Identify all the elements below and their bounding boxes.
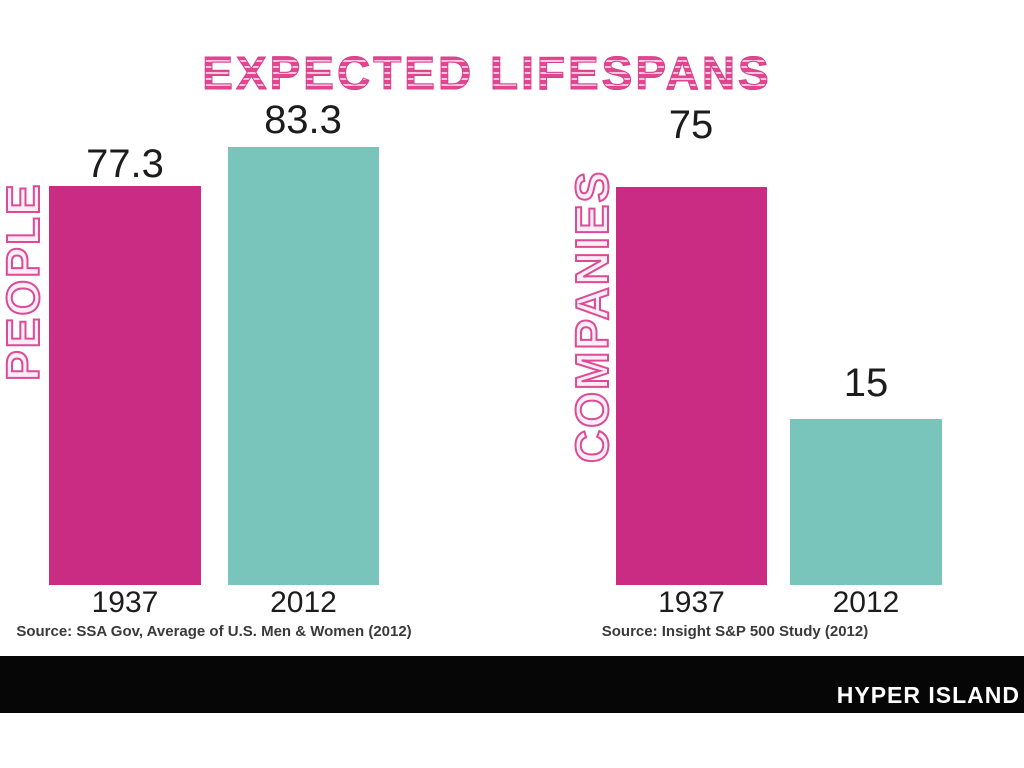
companies-2012-tick: 2012 xyxy=(832,586,900,619)
companies-source: Source: Insight S&P 500 Study (2012) xyxy=(601,623,869,640)
companies-axis-label: COMPANIES xyxy=(565,168,619,463)
companies-2012-value: 15 xyxy=(843,361,889,405)
brand-logo: HYPER ISLAND xyxy=(836,682,1020,708)
slide-title: EXPECTED LIFESPANS xyxy=(202,47,772,100)
people-2012-bar xyxy=(228,147,379,585)
footer-bar: HYPER ISLAND xyxy=(0,656,1024,713)
people-1937-value: 77.3 xyxy=(86,142,164,186)
people-2012-tick: 2012 xyxy=(270,586,337,619)
people-1937-tick: 1937 xyxy=(91,586,159,619)
people-2012-value: 83.3 xyxy=(264,98,342,142)
companies-1937-bar xyxy=(616,187,767,585)
people-source: Source: SSA Gov, Average of U.S. Men & W… xyxy=(16,623,412,640)
companies-2012-bar xyxy=(790,419,942,585)
companies-1937-value: 75 xyxy=(668,103,714,147)
companies-1937-tick: 1937 xyxy=(658,586,725,619)
people-axis-label: PEOPLE xyxy=(0,182,50,383)
people-1937-bar xyxy=(49,186,201,585)
